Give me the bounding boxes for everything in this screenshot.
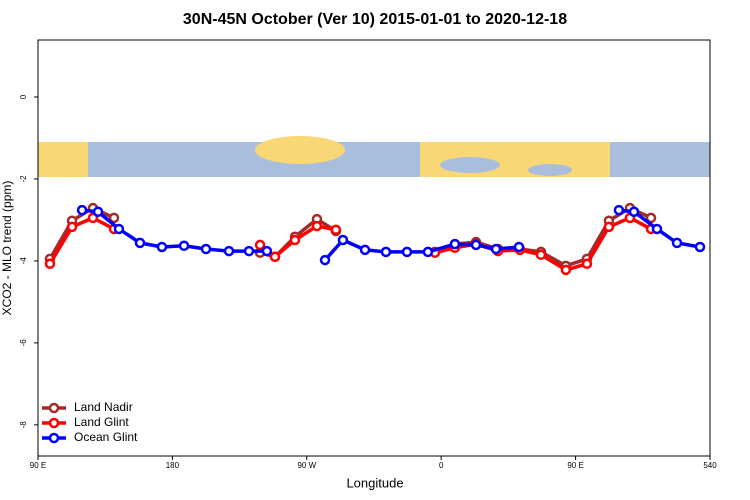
legend-label: Ocean Glint	[74, 430, 138, 444]
series-point	[76, 204, 88, 216]
legend-marker	[48, 432, 60, 444]
series-point	[113, 223, 125, 235]
x-axis-label: Longitude	[346, 475, 403, 490]
x-tick-label: 90 W	[297, 461, 316, 470]
map-strip	[38, 136, 710, 177]
series-point	[319, 254, 331, 266]
series-point	[422, 246, 434, 258]
series-point	[243, 245, 255, 257]
y-tick-label: -2	[19, 175, 28, 183]
series-point	[694, 241, 706, 253]
series-point	[44, 258, 56, 270]
series-point	[380, 246, 392, 258]
series-point	[200, 243, 212, 255]
chart-title: 30N-45N October (Ver 10) 2015-01-01 to 2…	[183, 11, 567, 28]
x-tick-label: 90 E	[567, 461, 583, 470]
series-point	[223, 245, 235, 257]
x-tick-label: 90 E	[30, 461, 46, 470]
series-point	[535, 249, 547, 261]
y-axis-label: XCO2 - MLO trend (ppm)	[0, 181, 14, 316]
series-point	[178, 240, 190, 251]
series-point	[470, 239, 482, 251]
series-point	[560, 264, 572, 276]
legend-marker	[48, 402, 60, 414]
series-point	[651, 223, 663, 235]
series-point	[359, 244, 371, 256]
series-point	[92, 206, 104, 217]
series-point	[254, 239, 266, 251]
series-point	[613, 204, 625, 216]
series-point	[330, 224, 342, 236]
series-point	[449, 238, 461, 250]
y-tick-label: -8	[19, 421, 28, 429]
x-tick-label: 540	[703, 461, 717, 470]
series-point	[134, 237, 146, 249]
series-point	[401, 246, 413, 258]
y-tick-label: 0	[19, 94, 28, 99]
y-tick-label: -4	[19, 257, 28, 265]
series-point	[66, 221, 78, 233]
series-point	[581, 258, 593, 270]
legend-marker	[48, 417, 60, 429]
series-point	[108, 212, 120, 224]
series-point	[645, 212, 657, 224]
series-point	[490, 243, 502, 255]
plot-frame	[37, 39, 711, 457]
x-tick-label: 180	[166, 461, 180, 470]
series-point	[603, 221, 615, 233]
series-line	[48, 206, 652, 268]
legend-label: Land Glint	[74, 415, 129, 429]
series-point	[261, 245, 273, 257]
legend-label: Land Nadir	[74, 400, 133, 414]
x-tick-label: 0	[439, 461, 444, 470]
series-point	[628, 206, 640, 217]
series-point	[311, 220, 323, 232]
series-point	[289, 234, 301, 246]
y-tick-label: -6	[19, 339, 28, 347]
series-point	[337, 234, 349, 246]
series-point	[269, 251, 281, 263]
series-point	[156, 241, 168, 253]
series-point	[671, 237, 683, 249]
series-point	[513, 241, 525, 253]
